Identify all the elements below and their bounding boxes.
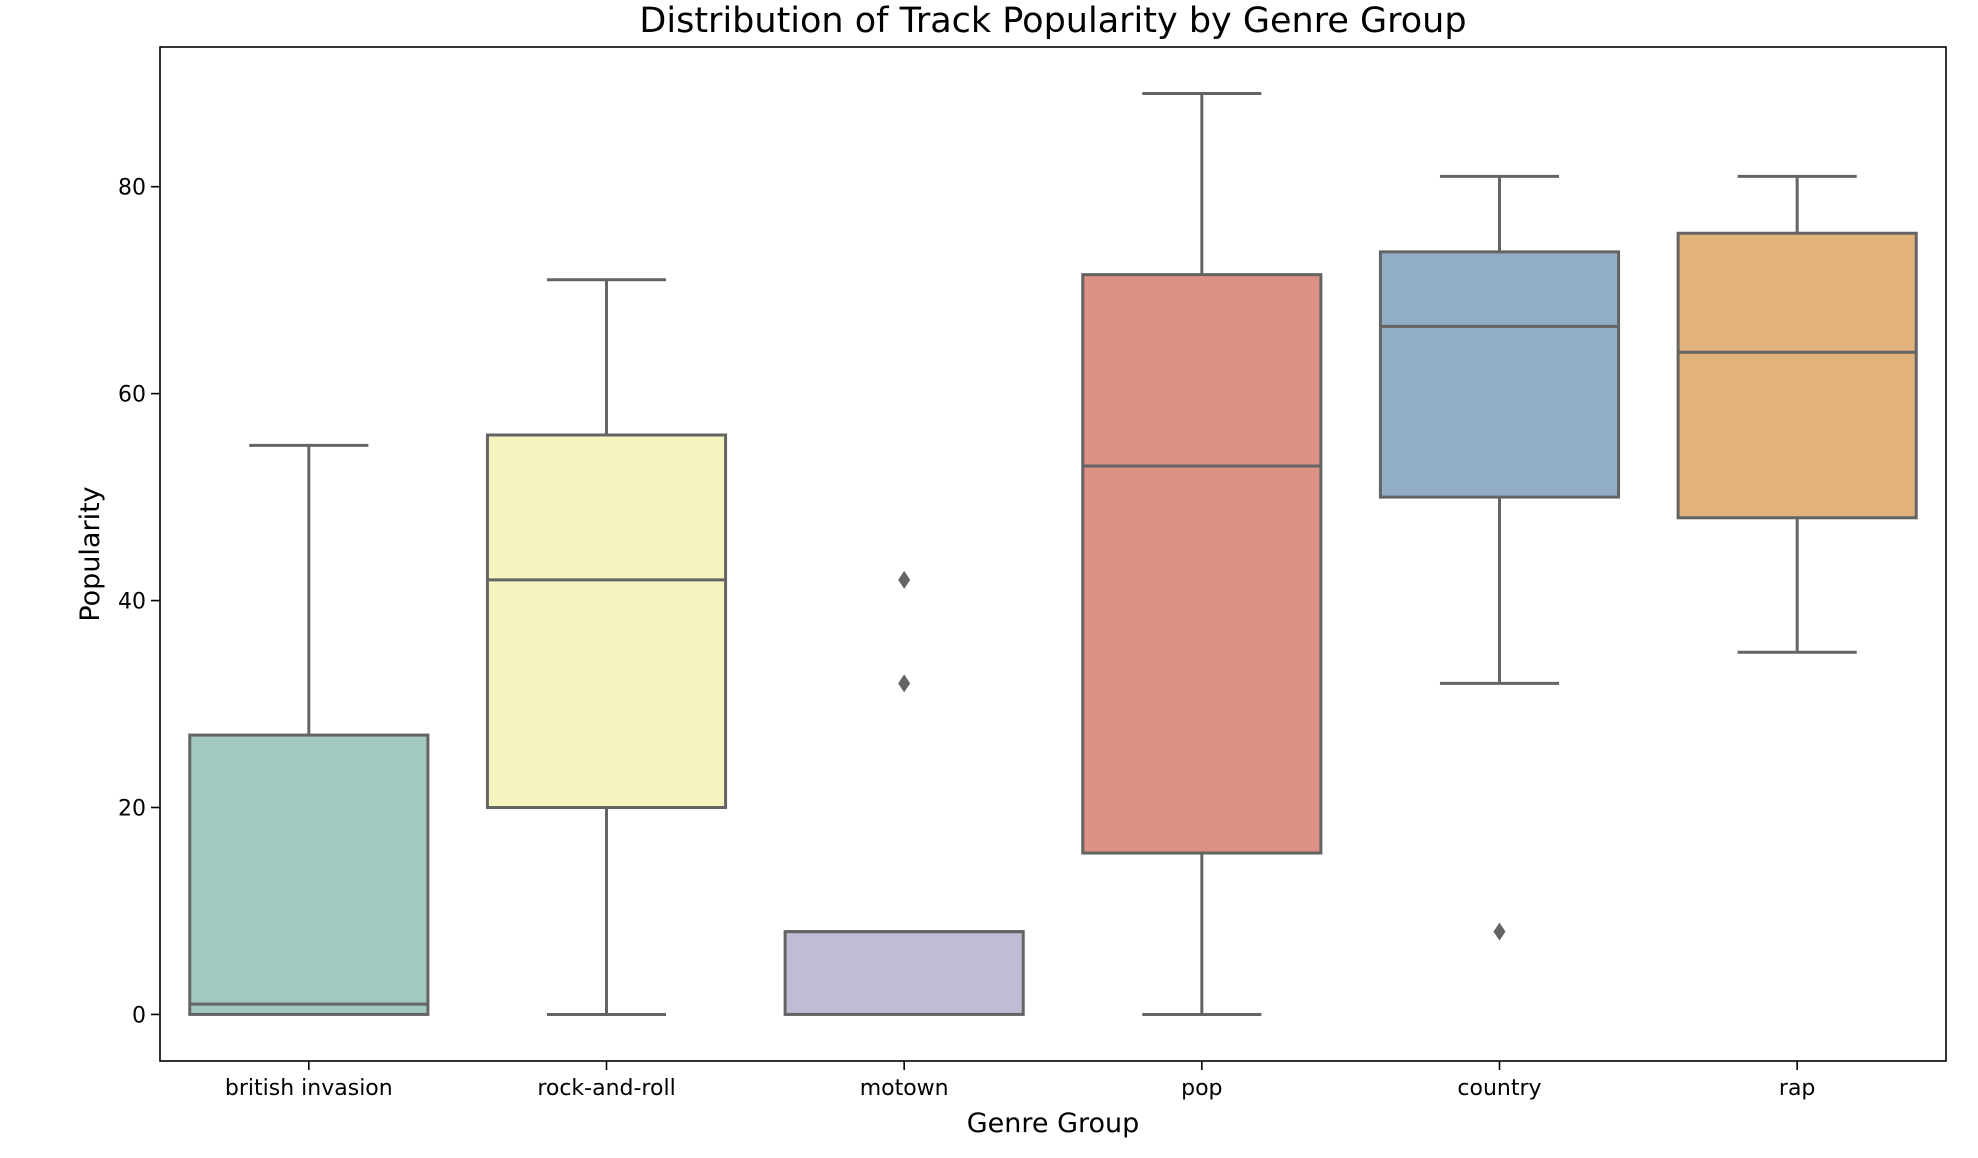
box-body (1378, 250, 1621, 499)
box-country (1378, 174, 1621, 941)
x-tick-label: rock-and-roll (537, 1076, 675, 1101)
y-tick-label: 60 (118, 383, 146, 408)
y-tick-label: 20 (118, 797, 146, 822)
y-axis: 0 20 40 60 80 (118, 176, 160, 1028)
y-axis-label: Popularity (75, 486, 106, 621)
box-motown (783, 570, 1025, 1016)
plot-frame (159, 46, 1947, 1062)
x-tick-label: british invasion (225, 1076, 393, 1101)
y-tick-label: 0 (132, 1003, 146, 1028)
plot-area (188, 92, 1918, 1016)
x-axis-label: Genre Group (967, 1108, 1140, 1139)
chart-title: Distribution of Track Popularity by Genr… (639, 1, 1466, 41)
box-rap (1676, 174, 1918, 654)
x-tick-label: rap (1779, 1076, 1816, 1101)
outlier-point (898, 570, 911, 589)
outlier-point (1493, 922, 1506, 941)
x-tick-label: motown (860, 1076, 949, 1101)
x-tick-label: pop (1181, 1076, 1222, 1101)
box-body (1081, 273, 1323, 855)
box-body (783, 930, 1025, 1016)
outlier-point (898, 674, 911, 693)
x-tick-label: country (1457, 1076, 1541, 1101)
box-rock-and-roll (485, 278, 728, 1016)
x-axis: british invasion rock-and-roll motown pop co… (225, 1061, 1815, 1101)
y-tick-label: 80 (118, 176, 146, 201)
y-tick-label: 40 (118, 590, 146, 615)
box-british-invasion (188, 443, 430, 1016)
box-pop (1081, 92, 1323, 1016)
box-body (1676, 231, 1918, 520)
box-body (188, 733, 430, 1016)
box-body (485, 433, 728, 809)
